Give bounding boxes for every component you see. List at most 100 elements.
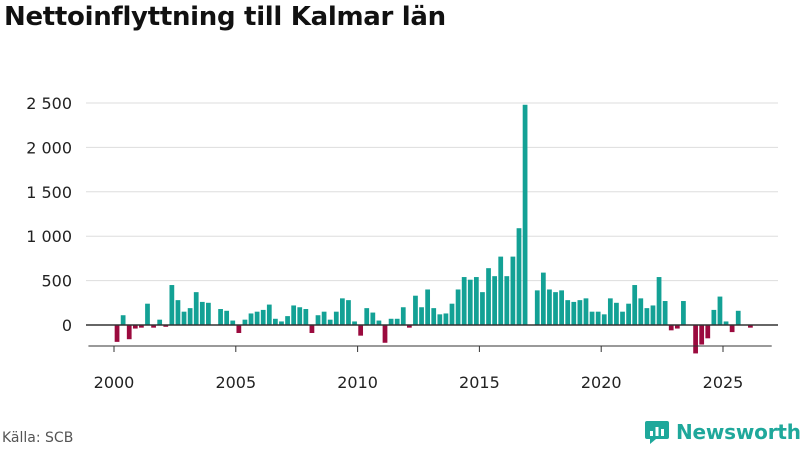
bar [224, 310, 230, 325]
bar [285, 316, 290, 325]
bar [449, 303, 455, 325]
bar [504, 276, 510, 325]
bar [382, 325, 388, 343]
bar [614, 302, 619, 325]
bar [455, 289, 461, 325]
y-tick-label: 2 000 [26, 138, 72, 157]
bar [419, 307, 424, 325]
bars [114, 104, 753, 354]
bar [346, 300, 351, 325]
bar [151, 325, 156, 328]
bar [126, 325, 132, 340]
bar [114, 325, 120, 342]
bar [309, 325, 315, 333]
bar [717, 296, 723, 325]
bar [516, 228, 522, 325]
bar [273, 318, 278, 325]
x-tick-label: 2010 [337, 373, 378, 392]
bar [406, 325, 412, 328]
bar [248, 313, 254, 325]
bar [577, 300, 583, 325]
bar [163, 325, 169, 327]
bar [218, 309, 223, 325]
bar [388, 318, 394, 325]
bar [266, 304, 272, 325]
bar [358, 325, 364, 336]
bar [443, 313, 449, 325]
bar [187, 308, 193, 325]
bar [559, 290, 564, 325]
bar [547, 289, 552, 325]
bar [340, 298, 345, 325]
bar [656, 277, 662, 325]
bar [297, 307, 303, 325]
bar [681, 301, 686, 325]
bar [668, 325, 674, 331]
bar [693, 325, 698, 354]
grid-lines [86, 102, 778, 282]
bar [461, 277, 467, 325]
bar [595, 311, 601, 325]
x-tick-label: 2025 [703, 373, 744, 392]
bar [145, 303, 150, 325]
x-tick-label: 2020 [581, 373, 622, 392]
bar [589, 311, 595, 325]
bar [662, 301, 668, 325]
y-axis-labels: 0 500 1 000 1 500 2 000 2 500 [26, 94, 72, 335]
bar [431, 308, 437, 325]
bar [370, 312, 376, 325]
newsworthy-icon [645, 421, 669, 444]
bar [711, 309, 717, 325]
bar [199, 301, 205, 325]
bar [467, 279, 473, 325]
bar [522, 104, 528, 325]
chart-title: Nettoinflyttning till Kalmar län [4, 2, 446, 32]
bar [260, 309, 266, 325]
y-tick-label: 2 500 [26, 94, 72, 113]
bar [498, 256, 504, 325]
bar [571, 301, 577, 325]
bar [120, 315, 126, 325]
bar [169, 285, 175, 325]
bar [674, 325, 680, 329]
bar [157, 319, 163, 325]
bar [748, 325, 753, 328]
brand-logo: Newsworthy [644, 419, 800, 445]
bar [254, 311, 260, 325]
bar [480, 292, 485, 325]
brand-name: Newsworthy [676, 420, 800, 444]
bar [364, 308, 370, 325]
bar [230, 320, 236, 325]
bar [315, 315, 321, 325]
y-tick-label: 500 [41, 272, 72, 291]
bar [565, 300, 571, 325]
bar [553, 292, 558, 325]
bar [139, 325, 144, 328]
bar [729, 325, 735, 333]
x-tick-label: 2015 [459, 373, 500, 392]
y-tick-label: 1 500 [26, 183, 72, 202]
bar [413, 295, 418, 325]
x-tick-label: 2000 [94, 373, 135, 392]
bar [583, 298, 589, 325]
bar [650, 305, 656, 325]
bar [473, 277, 479, 325]
x-axis: 2000 2005 2010 2015 2020 2025 [86, 324, 778, 392]
bar [291, 305, 297, 325]
bar [279, 321, 284, 325]
bar [705, 325, 711, 339]
bar [400, 307, 406, 325]
bar [333, 311, 339, 325]
bar [620, 311, 625, 325]
y-tick-label: 0 [62, 316, 72, 335]
bar [132, 325, 138, 329]
y-tick-label: 1 000 [26, 227, 72, 246]
bar [626, 303, 631, 325]
bar [534, 290, 540, 325]
x-tick-label: 2005 [215, 373, 256, 392]
bar [699, 325, 705, 345]
bar [644, 308, 650, 325]
bar [632, 285, 638, 325]
bar [321, 311, 327, 325]
